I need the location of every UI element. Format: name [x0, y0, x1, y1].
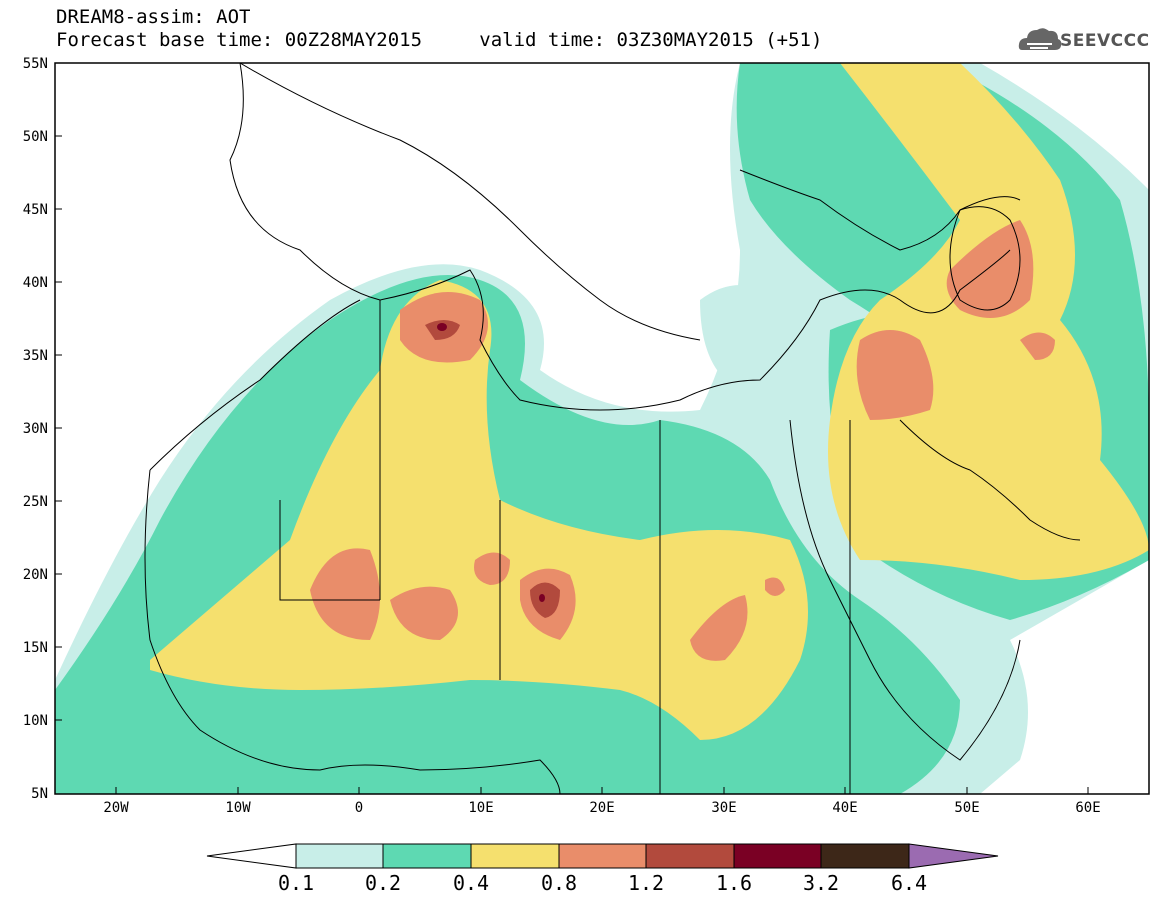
- map-title: DREAM8-assim: AOT: [56, 6, 251, 28]
- lat-label: 20N: [22, 567, 48, 583]
- aot-field: [55, 63, 1149, 794]
- aot-band-1.6: [437, 323, 545, 602]
- lon-label: 0: [354, 800, 364, 816]
- colorbar-label: 0.8: [540, 871, 578, 895]
- cloud-icon: [1018, 28, 1062, 50]
- colorbar-swatch-3: [558, 843, 647, 869]
- lon-label: 60E: [1075, 800, 1101, 816]
- lat-label: 40N: [22, 275, 48, 291]
- lat-label: 45N: [22, 202, 48, 218]
- lon-label: 30E: [711, 800, 737, 816]
- coastlines: [144, 63, 1081, 794]
- aot-band-0.4: [150, 63, 1149, 740]
- lat-label: 35N: [22, 348, 48, 364]
- colorbar-label: 3.2: [802, 871, 840, 895]
- lon-label: 50E: [954, 800, 980, 816]
- colorbar-label: 1.2: [627, 871, 665, 895]
- colorbar-swatch-2: [470, 843, 560, 869]
- lon-label: 40E: [832, 800, 858, 816]
- colorbar-under-triangle: [206, 843, 297, 869]
- colorbar-label: 0.1: [277, 871, 315, 895]
- base-time: Forecast base time: 00Z28MAY2015: [56, 29, 423, 51]
- colorbar-label: 0.4: [452, 871, 490, 895]
- lat-label: 15N: [22, 640, 48, 656]
- colorbar-swatch-5: [733, 843, 822, 869]
- aot-band-1.2: [425, 320, 560, 618]
- axis-ticks: [55, 135, 1089, 794]
- lat-label: 10N: [22, 713, 48, 729]
- logo-text: SEEVCCC: [1060, 31, 1150, 51]
- lat-label: 25N: [22, 494, 48, 510]
- lon-label: 10E: [468, 800, 494, 816]
- lat-label: 5N: [31, 786, 48, 802]
- colorbar-over-triangle: [908, 843, 999, 869]
- lat-label: 55N: [22, 56, 48, 72]
- colorbar-label: 1.6: [715, 871, 753, 895]
- lat-label: 50N: [22, 129, 48, 145]
- colorbar-label: 6.4: [890, 871, 928, 895]
- valid-time: valid time: 03Z30MAY2015 (+51): [479, 29, 823, 51]
- lon-label: 20W: [103, 800, 129, 816]
- colorbar: [206, 843, 999, 869]
- colorbar-label: 0.2: [364, 871, 402, 895]
- colorbar-swatch-1: [382, 843, 472, 869]
- colorbar-swatch-0: [295, 843, 384, 869]
- lon-label: 10W: [225, 800, 251, 816]
- lon-label: 20E: [589, 800, 615, 816]
- map-subtitle: Forecast base time: 00Z28MAY2015 valid t…: [56, 29, 822, 51]
- lat-label: 30N: [22, 421, 48, 437]
- colorbar-swatch-6: [820, 843, 910, 869]
- colorbar-swatch-4: [645, 843, 735, 869]
